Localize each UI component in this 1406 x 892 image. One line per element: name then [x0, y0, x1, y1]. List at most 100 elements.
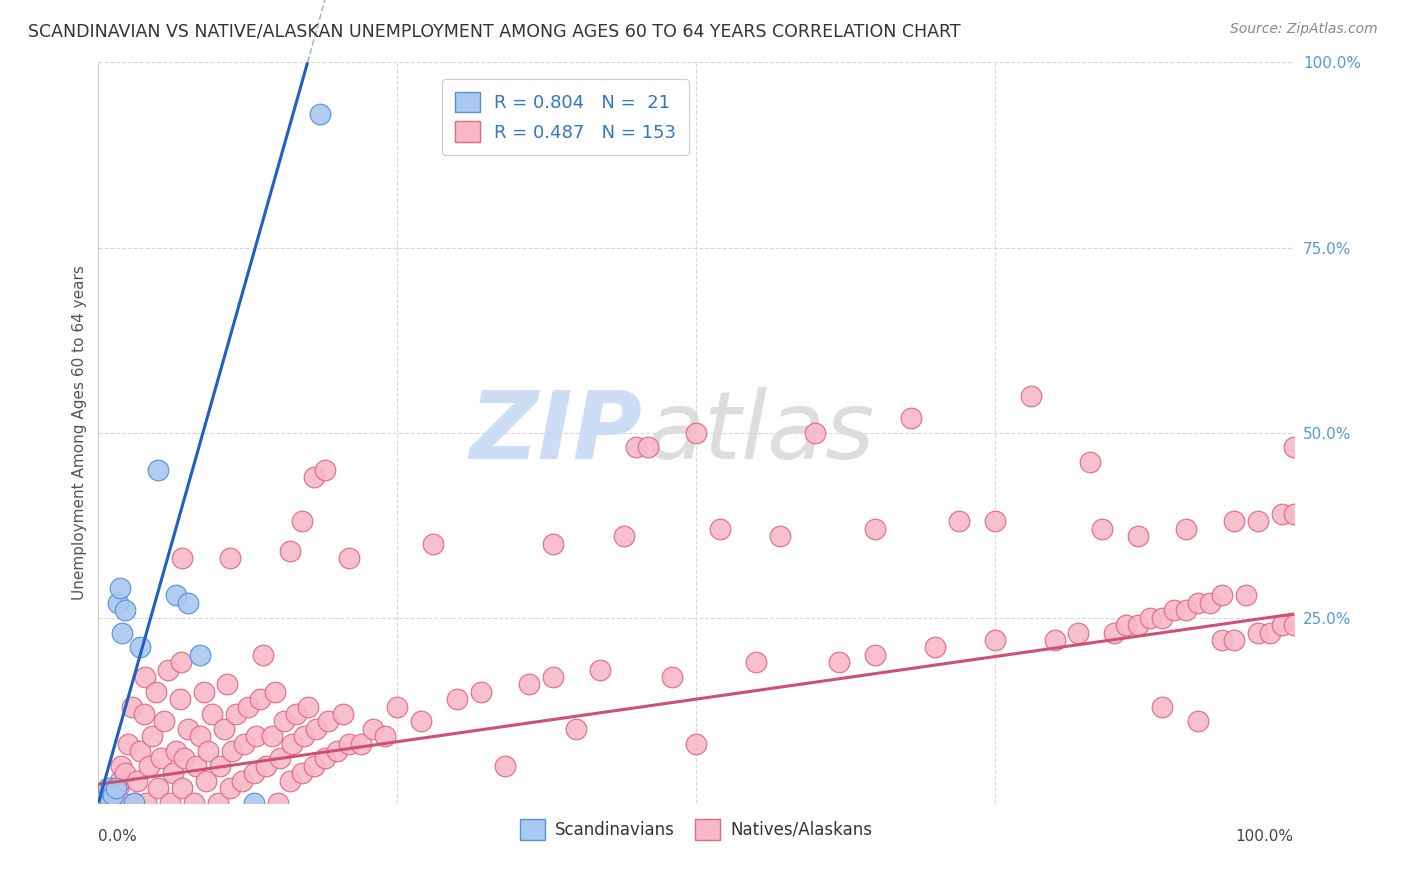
Point [124, 796, 146, 810]
Point [149, 751, 172, 765]
Point [221, 744, 243, 758]
Point [121, 699, 143, 714]
Point [243, 766, 266, 780]
Point [768, 529, 790, 543]
Point [212, 722, 235, 736]
Point [129, 640, 152, 655]
Point [315, 751, 337, 765]
Point [1247, 625, 1270, 640]
Point [1187, 596, 1209, 610]
Point [1211, 632, 1233, 647]
Point [1282, 441, 1305, 455]
Point [114, 603, 136, 617]
Point [173, 751, 195, 765]
Point [108, 581, 131, 595]
Point [219, 780, 242, 795]
Point [278, 773, 301, 788]
Point [517, 677, 540, 691]
Point [1247, 515, 1270, 529]
Point [339, 551, 361, 566]
Point [183, 796, 205, 810]
Point [284, 706, 307, 721]
Point [1080, 455, 1102, 469]
Point [385, 699, 409, 714]
Point [225, 706, 247, 721]
Point [101, 789, 124, 803]
Point [254, 758, 277, 772]
Point [1175, 603, 1198, 617]
Text: SCANDINAVIAN VS NATIVE/ALASKAN UNEMPLOYMENT AMONG AGES 60 TO 64 YEARS CORRELATIO: SCANDINAVIAN VS NATIVE/ALASKAN UNEMPLOYM… [28, 22, 960, 40]
Y-axis label: Unemployment Among Ages 60 to 64 years: Unemployment Among Ages 60 to 64 years [72, 265, 87, 600]
Point [1258, 625, 1281, 640]
Point [108, 773, 131, 788]
Point [153, 714, 176, 729]
Text: 100.0%: 100.0% [1236, 829, 1294, 844]
Point [291, 515, 314, 529]
Point [87, 796, 110, 810]
Point [264, 685, 287, 699]
Point [148, 780, 170, 795]
Point [217, 677, 239, 691]
Point [305, 722, 328, 736]
Point [138, 758, 160, 772]
Point [252, 648, 274, 662]
Point [125, 773, 148, 788]
Point [494, 758, 516, 772]
Point [141, 729, 163, 743]
Point [111, 796, 134, 810]
Point [148, 462, 170, 476]
Point [201, 706, 224, 721]
Point [1128, 618, 1150, 632]
Point [243, 796, 266, 810]
Point [177, 722, 200, 736]
Point [207, 796, 229, 810]
Point [162, 766, 184, 780]
Point [685, 425, 707, 440]
Point [159, 796, 181, 810]
Point [236, 699, 259, 714]
Point [97, 789, 120, 803]
Point [1271, 618, 1294, 632]
Point [172, 780, 194, 795]
Point [900, 410, 922, 425]
Point [260, 729, 283, 743]
Point [828, 655, 851, 669]
Point [233, 737, 256, 751]
Point [111, 625, 134, 640]
Point [326, 744, 349, 758]
Point [291, 766, 314, 780]
Point [134, 670, 156, 684]
Point [332, 706, 354, 721]
Point [98, 796, 122, 810]
Point [565, 722, 588, 736]
Point [446, 692, 468, 706]
Point [1234, 589, 1257, 603]
Point [292, 729, 315, 743]
Text: ZIP: ZIP [470, 386, 643, 479]
Point [96, 789, 118, 803]
Point [1187, 714, 1209, 729]
Point [1043, 632, 1066, 647]
Point [145, 685, 167, 699]
Point [745, 655, 768, 669]
Point [984, 632, 1007, 647]
Point [129, 744, 152, 758]
Point [135, 796, 157, 810]
Point [1115, 618, 1137, 632]
Point [709, 522, 731, 536]
Point [804, 425, 827, 440]
Point [302, 470, 325, 484]
Text: Source: ZipAtlas.com: Source: ZipAtlas.com [1230, 22, 1378, 37]
Point [470, 685, 492, 699]
Point [93, 796, 115, 810]
Point [93, 796, 115, 810]
Point [269, 751, 291, 765]
Point [589, 663, 612, 677]
Legend: Scandinavians, Natives/Alaskans: Scandinavians, Natives/Alaskans [513, 813, 879, 847]
Point [865, 648, 887, 662]
Point [105, 780, 128, 795]
Point [170, 655, 193, 669]
Point [1152, 699, 1174, 714]
Point [97, 780, 120, 795]
Point [1163, 603, 1185, 617]
